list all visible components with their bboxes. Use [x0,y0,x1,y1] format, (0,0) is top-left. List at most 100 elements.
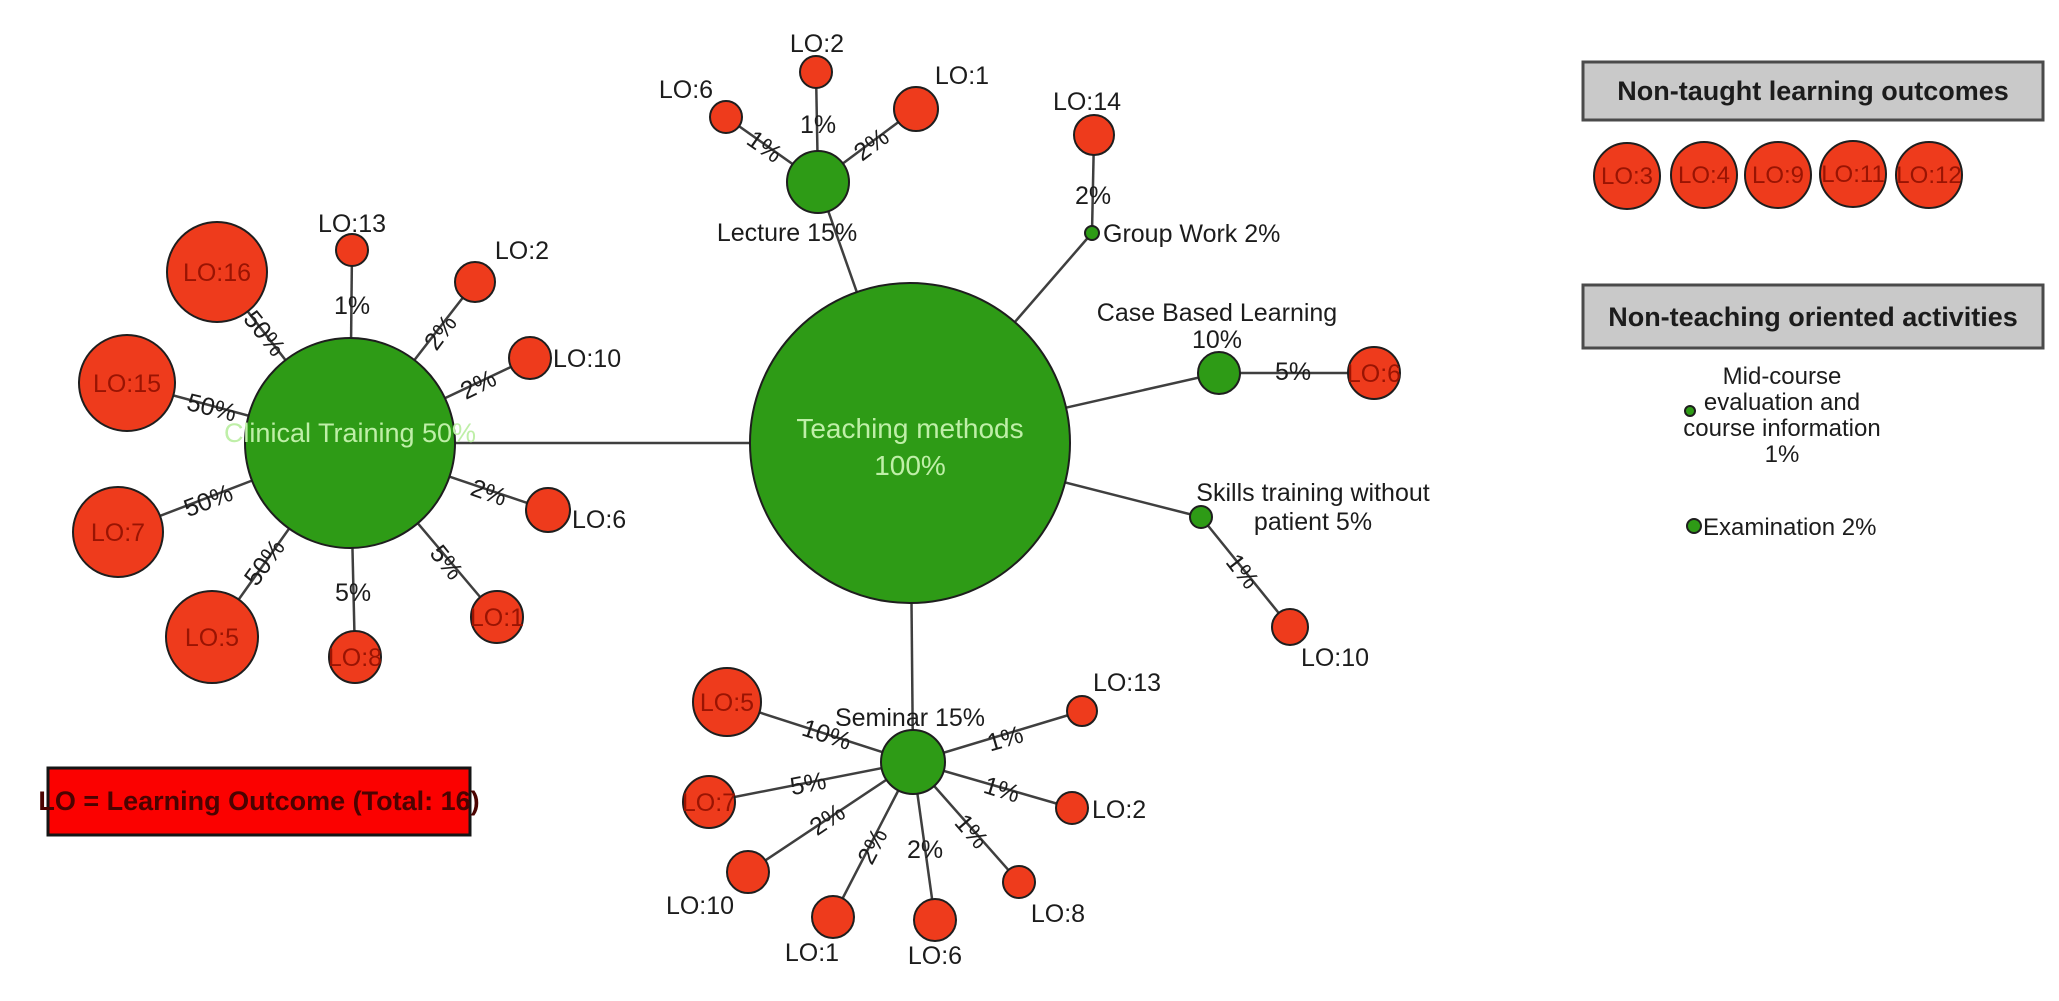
lo-label: LO:6 [908,942,962,970]
edge-pct: 50% [184,388,239,427]
lo-label: LO:4 [1678,162,1730,189]
lo13-node [335,233,369,267]
group-work-outcomes: LO:14 2% [1053,88,1121,210]
lo16-node [166,221,268,323]
legend-non-taught-title: Non-taught learning outcomes [1617,76,2009,106]
edge-pct: 5% [424,540,469,586]
edge [708,760,914,804]
lo-label: LO:7 [682,789,736,817]
edge-pct: 2% [419,310,463,356]
edge-skills-lo10 [1200,516,1291,628]
skills-outcomes: LO:10 1% [1220,549,1369,672]
lo7-node [72,486,164,578]
lo6-node [525,487,571,533]
edge-pct: 50% [180,479,237,523]
edge-pct: 50% [239,534,291,591]
central-node-label: Teaching methods [796,413,1023,444]
lo14-node [1073,114,1115,156]
edge-pct: 5% [335,579,371,607]
lo12-node [1895,141,1963,209]
lo8-node [1002,865,1036,899]
legend-non-teaching-title: Non-teaching oriented activities [1608,302,2018,332]
lo11-node [1819,140,1887,208]
teaching-methods-node [749,282,1071,604]
lo-label: LO:6 [572,506,626,534]
lo7-node [682,775,736,829]
lo-label: LO:16 [183,259,251,287]
lo4-node [1670,141,1738,209]
examination-dot [1686,518,1702,534]
edge-pct: 1% [334,292,370,320]
case-based-outcomes: LO:6 5% [1275,346,1401,400]
lo1-node [811,895,855,939]
edge-pct: 1% [984,721,1026,758]
legend-non-taught: Non-taught learning outcomes LO:3 LO:4 L… [1581,60,2045,210]
lo-label: LO:10 [553,345,621,373]
case-based-label-line1: Case Based Learning [1097,299,1337,327]
lo-label: LO:11 [1821,161,1885,188]
seminar-node [880,729,946,795]
lo-label: LO:10 [666,892,734,920]
lo2-node [454,261,496,303]
case-based-learning-node [1197,351,1241,395]
lo-label: LO:6 [659,76,713,104]
edge-pct: 2% [467,474,510,512]
lo1-node [470,590,524,644]
legend-non-teaching-box [1581,283,2045,350]
lo-label: LO:2 [790,30,844,58]
lo2-node [1055,791,1089,825]
edge-pct: 1% [800,111,836,139]
lo-label: LO:8 [1031,900,1085,928]
lo-label: LO:12 [1896,162,1961,189]
lo9-node [1744,141,1812,209]
lo5-node [692,667,762,737]
lo13-node [1066,695,1098,727]
skills-label-line1: Skills training without [1196,479,1429,507]
edge [747,760,914,874]
lo6-node [1347,346,1401,400]
seminar-outcomes: LO:5 LO:7 LO:10 LO:1 LO:6 LO:8 LO:2 LO:1… [666,667,1161,970]
mid-course-dot [1684,405,1696,417]
lo-label: LO:1 [470,604,524,632]
lecture-node-label: Lecture 15% [717,219,857,247]
lo-label: LO:13 [1093,669,1161,697]
edge-pct: 2% [805,798,851,841]
lo1-node [893,86,939,132]
note-text: LO = Learning Outcome (Total: 16) [38,786,479,816]
lo-label: LO:2 [1092,796,1146,824]
group-work-node [1084,225,1100,241]
legend-non-teaching: Non-teaching oriented activities Mid-cou… [1581,283,2045,541]
lo-label: LO:6 [1347,360,1401,388]
clinical-training-node [244,337,456,549]
clinical-node-label: Clinical Training 50% [224,418,476,448]
mid-course-label-line1: Mid-course [1723,363,1842,390]
mid-course-label-line3: course information [1683,415,1880,442]
lo5-node [165,590,259,684]
edge-pct: 2% [907,836,943,864]
lo-label: LO:5 [185,624,239,652]
lo-label: LO:7 [91,519,145,547]
skills-label-line2: patient 5% [1254,508,1372,536]
lo-label: LO:14 [1053,88,1121,116]
lo-label: LO:13 [318,210,386,238]
edge-pct: 2% [456,364,501,405]
legend-non-taught-box [1581,60,2045,122]
lo10-node [726,850,770,894]
central-node-pct: 100% [874,450,946,481]
group-work-label: Group Work 2% [1103,220,1280,248]
lo10-node [508,336,552,380]
lo-label: LO:5 [700,689,754,717]
lo-label: LO:1 [785,939,839,967]
note-box [46,766,472,837]
edge-pct: 2% [1075,182,1111,210]
edge-pct: 2% [852,824,893,869]
case-based-label-line2: 10% [1192,326,1242,354]
lo-label: LO:3 [1601,163,1653,190]
lecture-node [786,150,850,214]
lo-label: LO:15 [93,370,161,398]
skills-training-node [1189,505,1213,529]
edge-pct: 1% [949,809,994,855]
lo-label: LO:9 [1752,162,1804,189]
